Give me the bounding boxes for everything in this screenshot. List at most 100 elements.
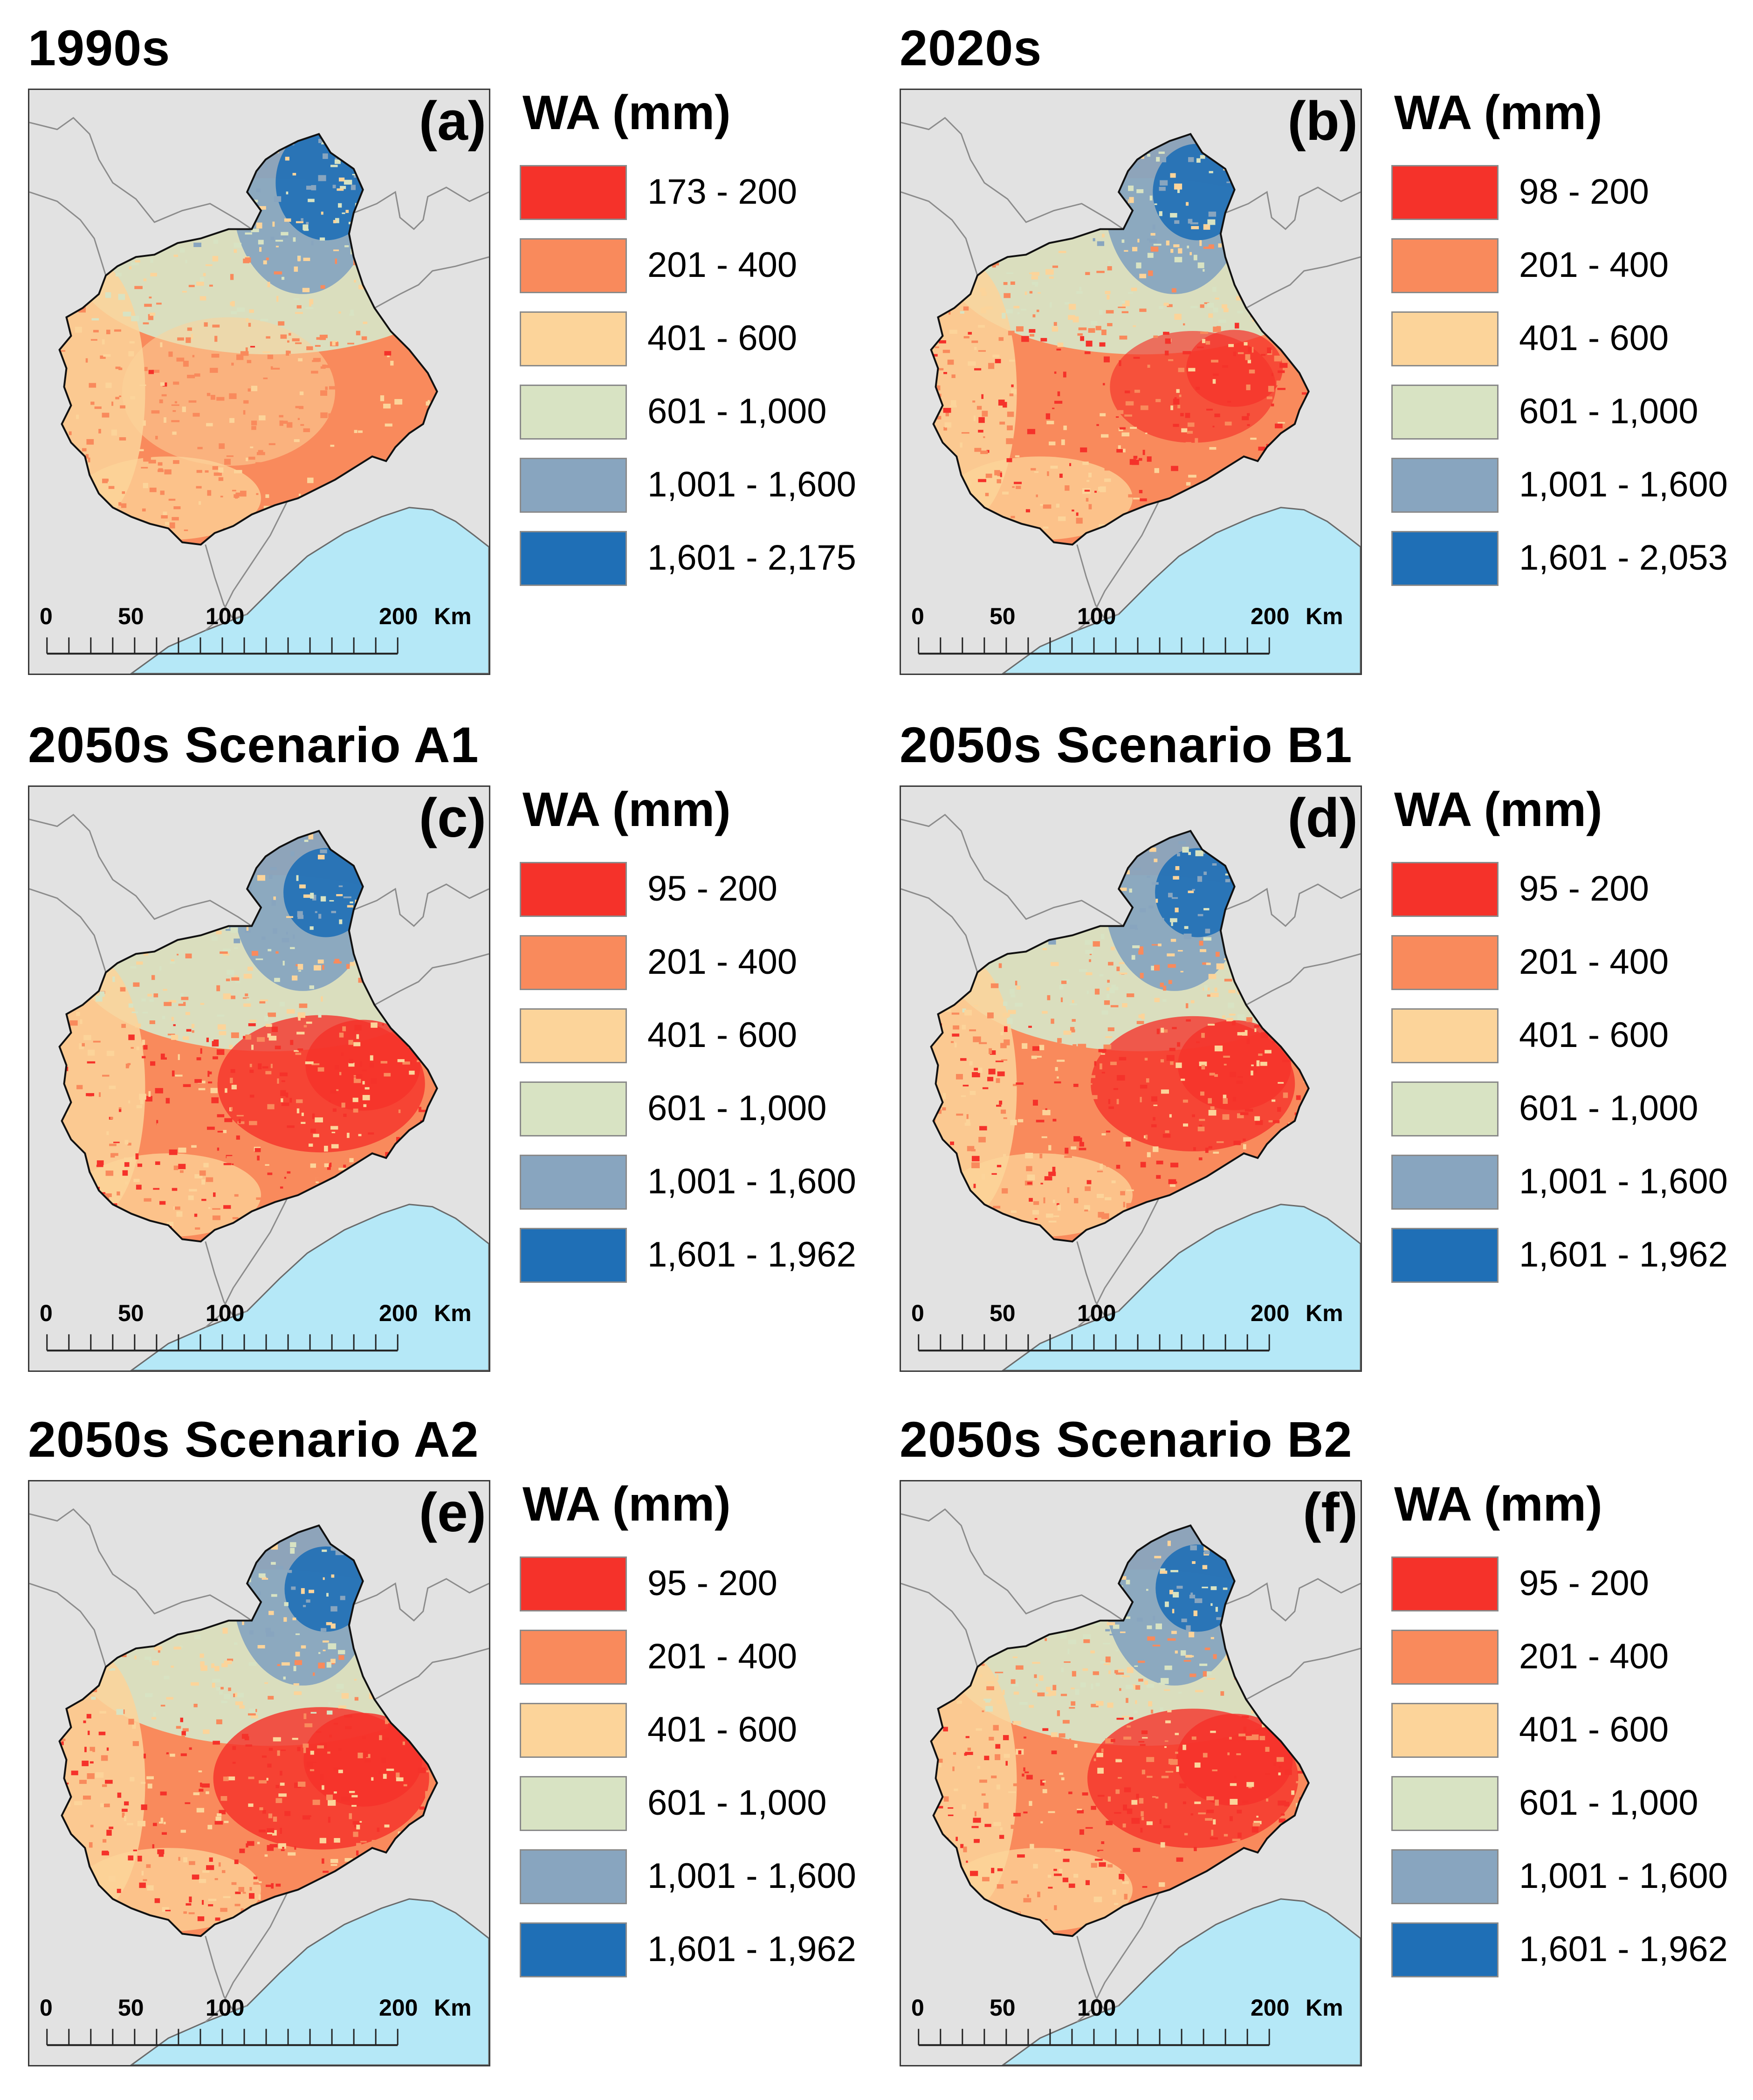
raster-cell [137, 1164, 143, 1167]
raster-cell [1160, 1059, 1164, 1063]
raster-cell [1100, 434, 1109, 438]
raster-cell [1079, 1142, 1084, 1147]
border-line [1076, 1889, 1161, 2023]
raster-cell [1085, 1827, 1093, 1829]
raster-cell [344, 245, 349, 248]
raster-cell [1094, 1620, 1100, 1626]
raster-cell [129, 341, 135, 344]
raster-cell [116, 273, 122, 276]
raster-cell [106, 1830, 112, 1836]
raster-cell [1199, 941, 1203, 946]
raster-cell [201, 1783, 210, 1788]
raster-cell [181, 1735, 185, 1738]
raster-cell [208, 1899, 217, 1901]
raster-cell [1005, 1761, 1008, 1766]
raster-cell [273, 1816, 277, 1822]
raster-cell [1114, 1849, 1119, 1855]
raster-cell [1154, 998, 1160, 1002]
raster-cell [960, 442, 962, 448]
raster-cell [1254, 1116, 1260, 1121]
raster-cell [403, 1784, 407, 1787]
raster-cell [193, 1792, 200, 1796]
raster-cell [257, 1156, 260, 1161]
raster-cell [177, 954, 179, 956]
raster-cell [1240, 1112, 1249, 1115]
raster-cell [1251, 1734, 1259, 1740]
raster-cell [1276, 394, 1282, 397]
raster-cell [1100, 413, 1106, 417]
legend-item: 401 - 600 [520, 1703, 893, 1776]
border-line [1245, 256, 1361, 309]
raster-cell [1048, 1811, 1055, 1813]
scale-label-200: 200 [379, 1300, 418, 1326]
raster-cell [1205, 341, 1210, 345]
raster-cell [1200, 155, 1205, 159]
scale-unit: Km [434, 1995, 472, 2021]
raster-cell [188, 400, 197, 403]
raster-cell [110, 1668, 116, 1671]
legend-title: WA (mm) [522, 783, 731, 837]
raster-cell [991, 1867, 995, 1873]
raster-cell [1144, 1058, 1148, 1061]
raster-cell [1199, 949, 1207, 952]
raster-cell [1175, 1751, 1178, 1754]
raster-cell [331, 911, 336, 914]
raster-cell [214, 336, 218, 342]
raster-cell [1073, 1873, 1079, 1878]
raster-cell [1122, 1003, 1127, 1007]
raster-cell [1206, 1796, 1214, 1801]
raster-cell [1164, 1740, 1169, 1742]
raster-cell [165, 1826, 172, 1830]
raster-cell [956, 1074, 963, 1080]
raster-cell [148, 314, 154, 320]
raster-cell [950, 400, 956, 406]
raster-cell [402, 1741, 405, 1745]
raster-cell [199, 1783, 202, 1787]
raster-cell [1007, 1018, 1013, 1024]
raster-cell [180, 993, 184, 997]
raster-cell [1211, 359, 1218, 363]
raster-cell [109, 1875, 116, 1882]
raster-cell [1118, 445, 1121, 452]
raster-cell [149, 1657, 151, 1662]
raster-cell [1260, 1061, 1267, 1066]
raster-cell [1112, 1134, 1115, 1138]
region-boundary [930, 830, 1310, 1243]
raster-cell [156, 1123, 160, 1129]
raster-cell [1012, 1656, 1018, 1659]
raster-cell [161, 394, 167, 397]
raster-cell [305, 307, 314, 309]
raster-cell [1133, 497, 1140, 500]
raster-cell [985, 1706, 993, 1712]
raster-cell [1210, 1837, 1218, 1840]
raster-cell [290, 851, 295, 857]
raster-cell [294, 1691, 302, 1695]
raster-cell [1247, 413, 1250, 416]
raster-cell [327, 441, 330, 444]
raster-cell [1010, 281, 1015, 285]
raster-cell [1204, 302, 1210, 304]
raster-cell [1096, 424, 1099, 426]
raster-cell [956, 1837, 958, 1841]
map-panel-1: 1990s (a) 0 50 100 200 Km WA (mm) 173 - … [28, 19, 895, 709]
raster-cell [1125, 1685, 1134, 1689]
raster-cell [999, 1835, 1004, 1839]
raster-cell [298, 1017, 301, 1021]
raster-cell [261, 936, 266, 940]
raster-cell [329, 1100, 331, 1102]
raster-cell [1153, 1117, 1155, 1121]
raster-cell [224, 1118, 233, 1122]
raster-cell [1100, 934, 1105, 939]
raster-cell [426, 1770, 433, 1773]
raster-cell [1237, 1832, 1242, 1838]
raster-cell [1085, 950, 1093, 954]
raster-cell [347, 905, 353, 908]
raster-cell [1134, 1710, 1138, 1714]
raster-cell [1215, 951, 1220, 957]
raster-cell [1088, 472, 1092, 478]
raster-cell [174, 401, 177, 404]
raster-cell [1010, 1120, 1017, 1125]
raster-cell [223, 1129, 227, 1133]
raster-cell [304, 1723, 313, 1728]
raster-cell [1059, 1869, 1063, 1874]
